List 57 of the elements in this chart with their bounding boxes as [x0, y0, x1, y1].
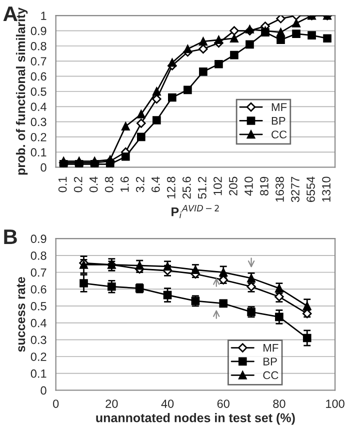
- x-axis-title: unannotated nodes in test set (%): [96, 413, 295, 425]
- legend-label: CC: [272, 130, 287, 138]
- chart-title: A: [3, 6, 18, 21]
- x-tick-label: 0: [53, 400, 59, 408]
- x-tick-label: 40: [161, 400, 174, 408]
- legend-label: BP: [272, 116, 286, 125]
- x-tick-label: 1310: [322, 176, 330, 202]
- legend-label: MF: [272, 103, 287, 111]
- y-tick-label: 0: [40, 386, 46, 395]
- x-tick-label: 12.8: [166, 176, 176, 198]
- x-axis-title: P$_{i}$$^{AVID−2}$: [172, 204, 219, 218]
- x-tick-label: 205: [229, 176, 238, 196]
- y-tick-label: 0.4: [30, 318, 46, 328]
- x-tick-label: 20: [106, 400, 118, 408]
- x-tick-label: 410: [244, 176, 253, 196]
- y-tick-label: 0.5: [30, 87, 46, 96]
- x-tick-label: 0.8: [104, 176, 114, 192]
- y-tick-label: 0.9: [30, 26, 46, 36]
- x-tick-label: 6554: [306, 176, 315, 202]
- y-tick-label: 0.6: [30, 72, 46, 81]
- y-tick-label: 0.5: [30, 302, 46, 310]
- y-tick-label: 1: [41, 12, 46, 20]
- x-tick-label: 1638: [276, 176, 284, 202]
- x-tick-label: 0.1: [58, 176, 67, 192]
- x-tick-label: 3277: [291, 176, 300, 202]
- y-axis-title: success rate: [16, 276, 26, 352]
- x-tick-label: 80: [273, 400, 286, 408]
- y-tick-label: 0.9: [30, 234, 46, 244]
- legend-label: BP: [264, 358, 277, 366]
- x-tick-label: 60: [217, 400, 230, 408]
- y-tick-label: 0.4: [30, 102, 46, 111]
- x-tick-label: 100: [326, 400, 344, 408]
- x-tick-label: 6.4: [151, 176, 160, 192]
- y-tick-label: 0.7: [30, 57, 46, 66]
- y-tick-label: 0.2: [30, 132, 46, 142]
- y-tick-label: 0.3: [30, 118, 46, 126]
- y-tick-label: 0.8: [30, 251, 46, 260]
- x-tick-label: 3.2: [136, 176, 144, 192]
- x-tick-label: 25.6: [182, 176, 191, 199]
- y-tick-label: 0.8: [30, 42, 46, 50]
- y-tick-label: 0.7: [30, 268, 46, 277]
- x-tick-label: 0.4: [89, 176, 98, 192]
- x-tick-label: 819: [260, 176, 268, 196]
- x-tick-label: 102: [214, 176, 222, 196]
- x-tick-label: 0.2: [74, 176, 82, 192]
- y-tick-label: 0: [40, 163, 46, 172]
- y-tick-label: 0.3: [30, 336, 46, 344]
- y-axis-title: prob. of functional similarity: [16, 7, 28, 175]
- y-tick-label: 0.1: [30, 369, 46, 378]
- chart-title: B: [4, 230, 17, 244]
- y-tick-label: 0.6: [30, 285, 46, 294]
- y-tick-label: 0.1: [30, 148, 46, 156]
- legend-label: MF: [264, 344, 278, 352]
- y-tick-label: 0.2: [30, 352, 46, 361]
- x-tick-label: 51.2: [198, 176, 206, 199]
- legend-label: CC: [263, 371, 278, 380]
- x-tick-label: 1.6: [120, 176, 129, 192]
